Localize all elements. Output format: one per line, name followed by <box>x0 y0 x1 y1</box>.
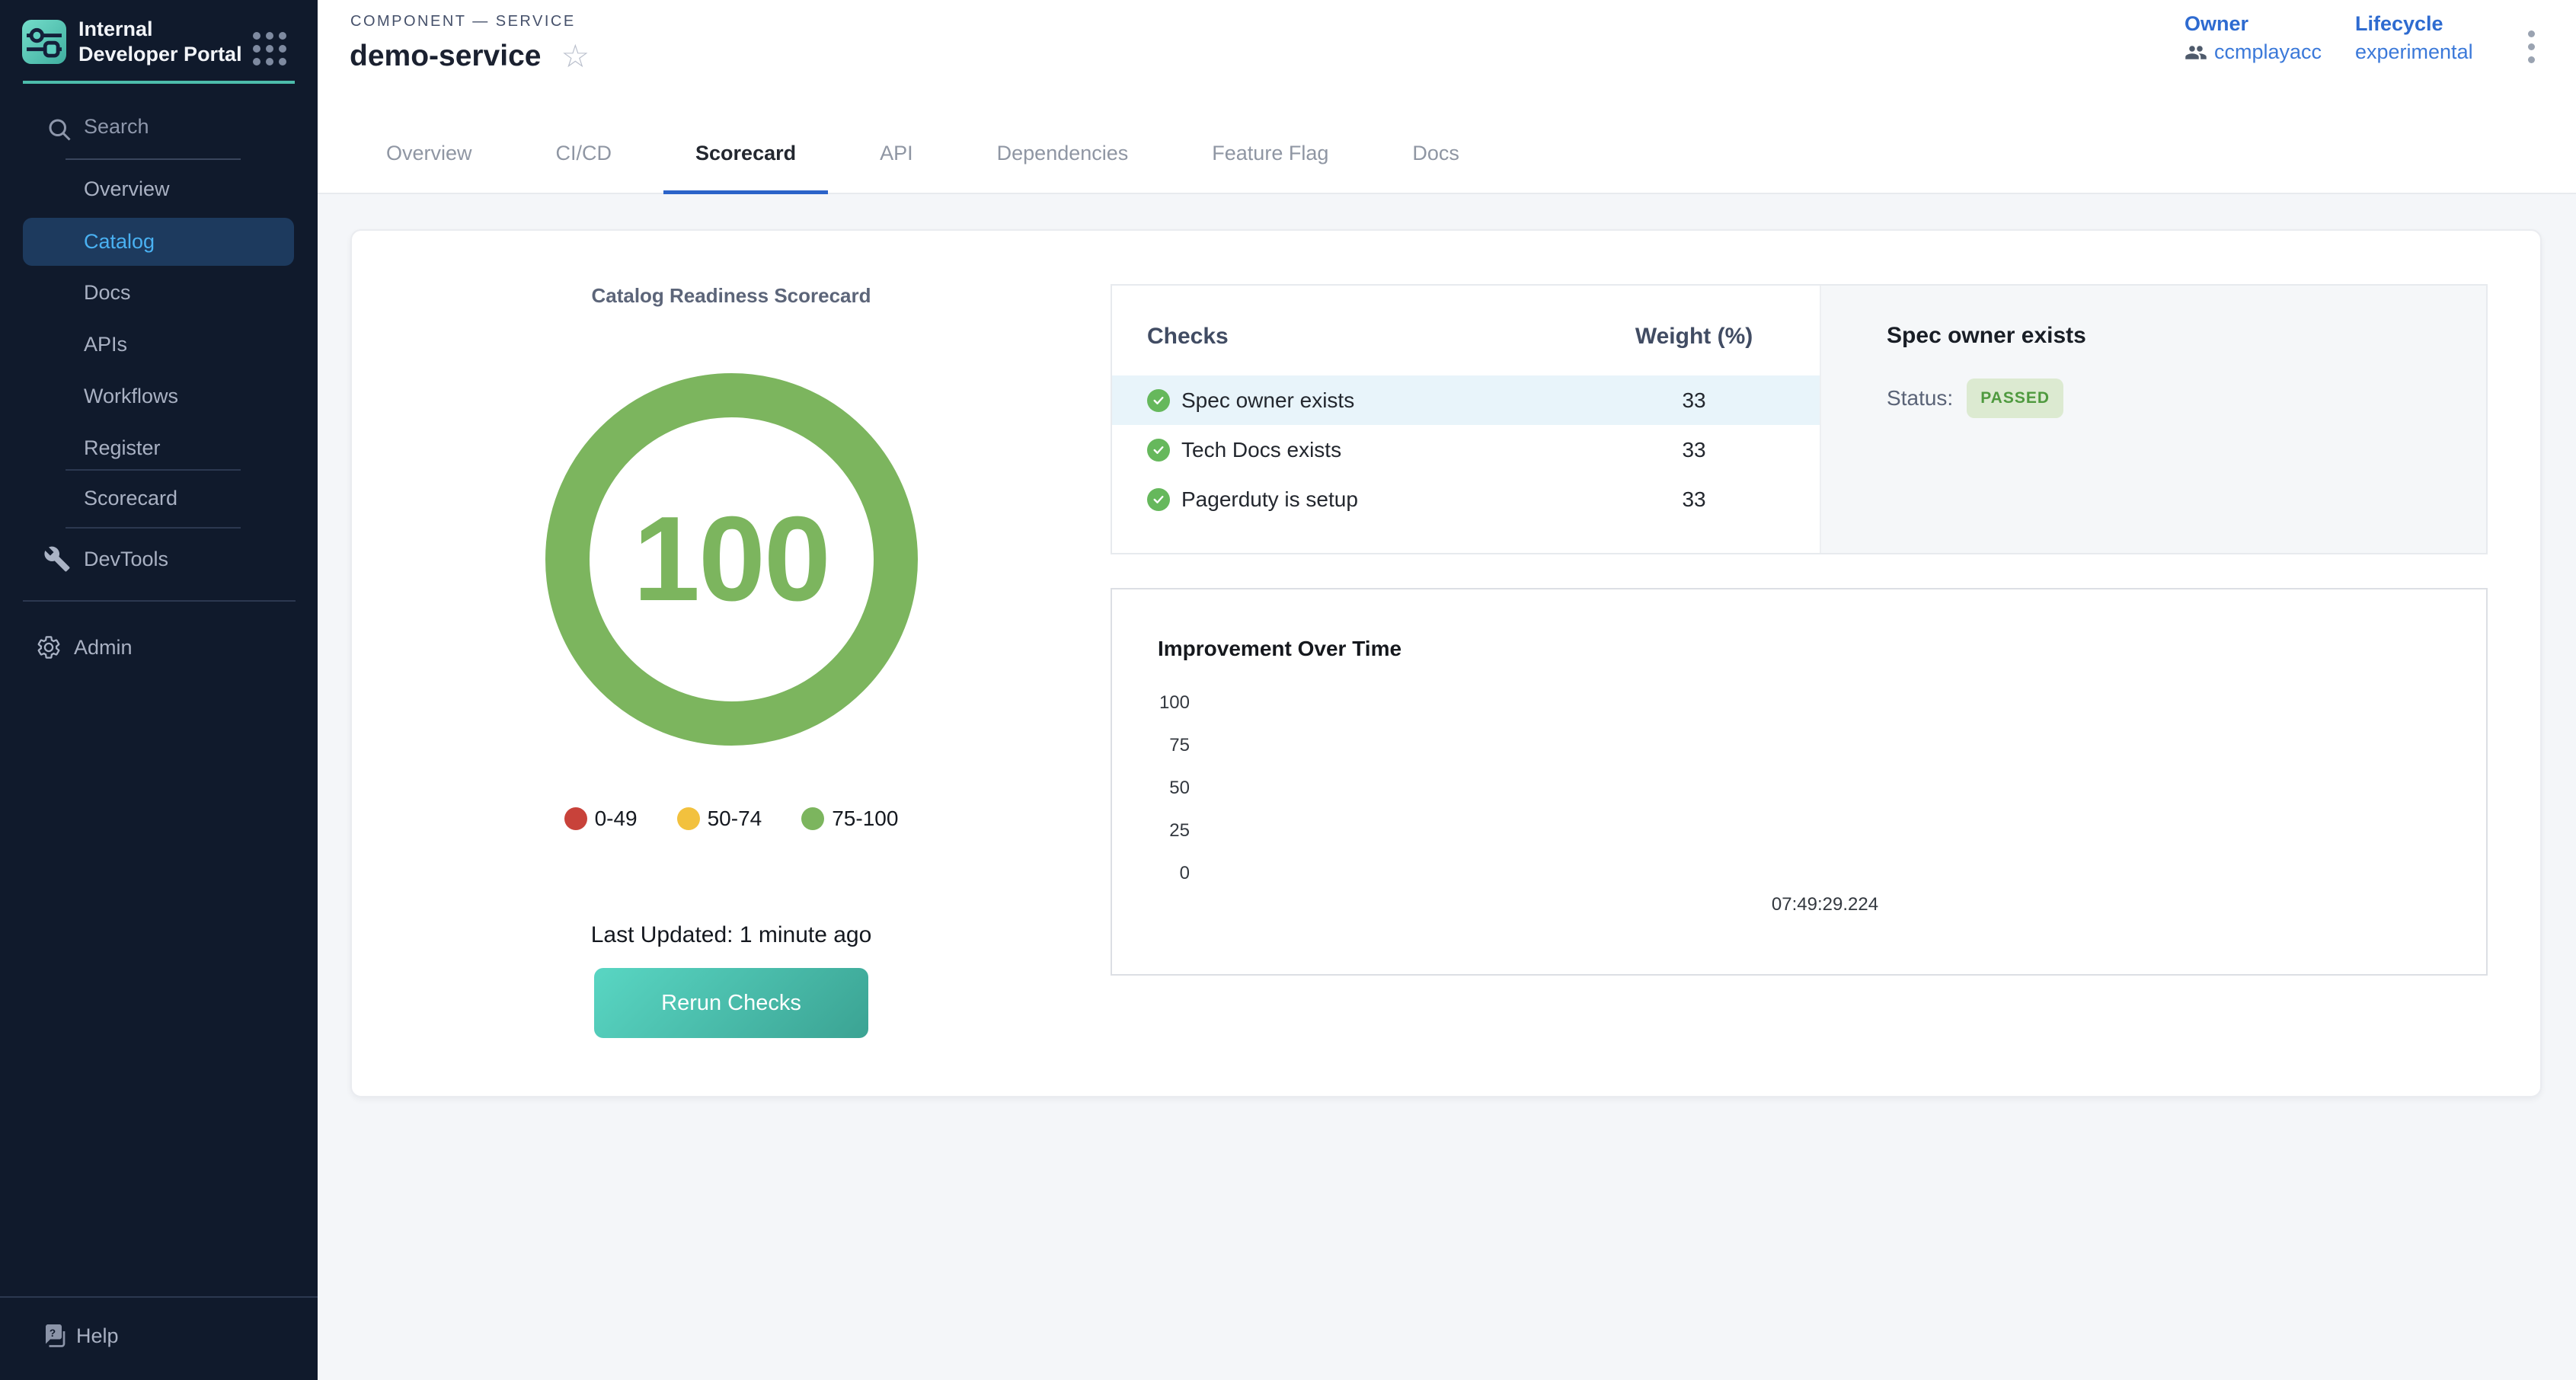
owner-label: Owner <box>2184 12 2322 36</box>
page-title: demo-service <box>350 40 541 73</box>
tab-dependencies[interactable]: Dependencies <box>965 114 1161 193</box>
owner-meta: Owner ccmplayacc <box>2184 12 2322 64</box>
legend-dot-red <box>564 807 587 830</box>
status-label: Status: <box>1887 386 1953 410</box>
owner-link[interactable]: ccmplayacc <box>2214 40 2322 64</box>
tab-api[interactable]: API <box>848 114 945 193</box>
lifecycle-meta: Lifecycle experimental <box>2355 12 2473 64</box>
check-detail-title: Spec owner exists <box>1887 315 2486 357</box>
tab-feature-flag[interactable]: Feature Flag <box>1180 114 1360 193</box>
sidebar-divider <box>66 527 241 529</box>
legend-item-low: 0-49 <box>564 807 638 831</box>
breadcrumb: COMPONENT — SERVICE <box>350 13 576 30</box>
gear-icon <box>36 634 62 660</box>
legend-item-high: 75-100 <box>801 807 898 831</box>
entity-tabs: Overview CI/CD Scorecard API Dependencie… <box>318 114 2576 194</box>
status-badge: PASSED <box>1967 379 2063 418</box>
rerun-checks-button[interactable]: Rerun Checks <box>594 968 868 1038</box>
app-window: Internal Developer Portal Search Overvie… <box>0 0 2576 1380</box>
sidebar-item-apis[interactable]: APIs <box>0 318 318 370</box>
last-updated-text: Last Updated: 1 minute ago <box>591 922 872 948</box>
sidebar-item-catalog[interactable]: Catalog <box>23 218 294 266</box>
legend-dot-green <box>801 807 824 830</box>
search-placeholder: Search <box>84 115 149 139</box>
check-circle-icon <box>1147 488 1170 511</box>
apps-grid-icon[interactable] <box>253 32 286 65</box>
content-area: Catalog Readiness Scorecard 100 0-49 50-… <box>318 194 2576 1380</box>
sidebar-item-workflows[interactable]: Workflows <box>0 370 318 422</box>
portal-logo-icon <box>22 20 66 64</box>
chart-y-axis: 100 75 50 25 0 <box>1112 682 1190 895</box>
main-area: COMPONENT — SERVICE demo-service ☆ Owner… <box>318 0 2576 1380</box>
tab-cicd[interactable]: CI/CD <box>524 114 644 193</box>
checks-header: Checks <box>1147 324 1568 350</box>
help-chat-icon: ? <box>41 1322 69 1350</box>
sidebar-divider <box>0 1296 318 1298</box>
sidebar-divider <box>23 600 296 602</box>
sidebar-item-register[interactable]: Register <box>0 422 318 474</box>
check-row-pagerduty[interactable]: Pagerduty is setup 33 <box>1112 474 1820 524</box>
sidebar-item-docs[interactable]: Docs <box>0 267 318 318</box>
wrench-icon <box>43 545 71 573</box>
sidebar-item-overview[interactable]: Overview <box>0 163 318 215</box>
check-detail-panel: Spec owner exists Status: PASSED <box>1820 286 2486 553</box>
sidebar-item-devtools[interactable]: DevTools <box>0 533 318 585</box>
legend-item-mid: 50-74 <box>677 807 762 831</box>
tab-docs[interactable]: Docs <box>1380 114 1491 193</box>
check-row-tech-docs[interactable]: Tech Docs exists 33 <box>1112 425 1820 474</box>
search-underline <box>66 158 241 160</box>
tab-overview[interactable]: Overview <box>354 114 504 193</box>
sidebar-item-scorecard[interactable]: Scorecard <box>0 474 318 522</box>
score-value: 100 <box>633 490 829 628</box>
chart-title: Improvement Over Time <box>1158 637 1401 661</box>
lifecycle-label: Lifecycle <box>2355 12 2473 36</box>
sidebar-divider <box>66 469 241 471</box>
improvement-chart-panel: Improvement Over Time 100 75 50 25 0 07:… <box>1111 588 2488 976</box>
weight-header: Weight (%) <box>1568 324 1820 350</box>
score-legend: 0-49 50-74 75-100 <box>564 807 899 831</box>
svg-text:?: ? <box>50 1327 56 1339</box>
tab-scorecard[interactable]: Scorecard <box>663 114 828 193</box>
favorite-star-icon[interactable]: ☆ <box>561 40 590 72</box>
checks-table: Checks Weight (%) Spec owner exists 33 <box>1112 286 1820 553</box>
scorecard-card: Catalog Readiness Scorecard 100 0-49 50-… <box>350 229 2542 1097</box>
search-icon <box>46 116 73 143</box>
sidebar-search[interactable]: Search <box>0 111 318 149</box>
check-row-spec-owner[interactable]: Spec owner exists 33 <box>1112 375 1820 425</box>
gauge-title: Catalog Readiness Scorecard <box>591 284 871 308</box>
checks-section: Checks Weight (%) Spec owner exists 33 <box>1111 284 2488 1096</box>
entity-header: COMPONENT — SERVICE demo-service ☆ Owner… <box>318 0 2576 114</box>
score-gauge: 100 <box>545 373 918 746</box>
sidebar-item-help[interactable]: ? Help <box>0 1310 318 1362</box>
checks-table-header: Checks Weight (%) <box>1112 316 1820 357</box>
kebab-menu-icon[interactable] <box>2523 26 2539 68</box>
checks-panel: Checks Weight (%) Spec owner exists 33 <box>1111 284 2488 554</box>
check-circle-icon <box>1147 439 1170 462</box>
check-circle-icon <box>1147 389 1170 412</box>
score-gauge-section: Catalog Readiness Scorecard 100 0-49 50-… <box>352 284 1111 1096</box>
sidebar: Internal Developer Portal Search Overvie… <box>0 0 318 1380</box>
brand-title: Internal Developer Portal <box>78 17 254 67</box>
chart-x-tick: 07:49:29.224 <box>1772 894 1878 915</box>
people-icon <box>2184 41 2207 64</box>
brand-underline <box>23 81 295 84</box>
lifecycle-value: experimental <box>2355 40 2473 64</box>
sidebar-item-admin[interactable]: Admin <box>0 621 318 673</box>
legend-dot-yellow <box>677 807 700 830</box>
